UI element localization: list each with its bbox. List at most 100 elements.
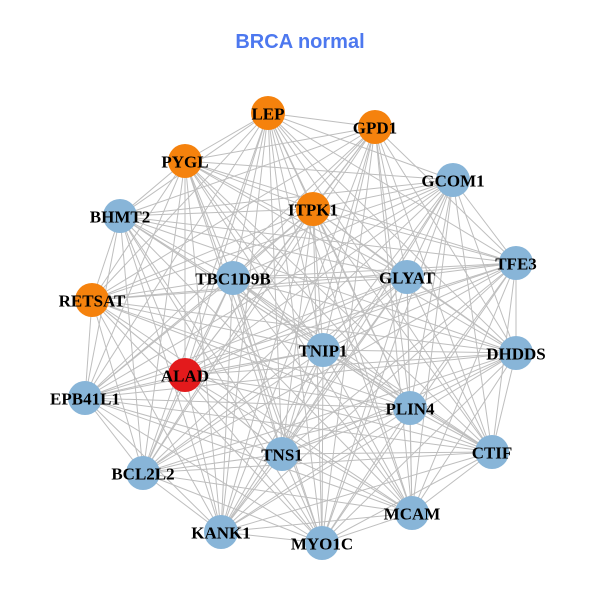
edge-DHDDS-RETSAT xyxy=(91,299,517,354)
edge-TBC1D9B-TNS1 xyxy=(232,277,283,455)
edge-ALAD-TNS1 xyxy=(184,374,283,455)
node-label-GLYAT: GLYAT xyxy=(379,269,436,288)
node-label-GCOM1: GCOM1 xyxy=(421,172,484,191)
edge-GPD1-GLYAT xyxy=(374,126,408,278)
edge-GLYAT-ALAD xyxy=(184,276,408,376)
node-LEP xyxy=(251,96,285,130)
edge-ITPK1-TBC1D9B xyxy=(232,208,314,279)
node-KANK1 xyxy=(204,515,238,549)
node-BCL2L2 xyxy=(126,456,160,490)
node-TBC1D9B xyxy=(216,261,250,295)
edge-GLYAT-PLIN4 xyxy=(406,276,411,409)
node-label-BHMT2: BHMT2 xyxy=(90,208,150,227)
node-TNS1 xyxy=(265,437,299,471)
node-label-PYGL: PYGL xyxy=(161,153,208,172)
edge-BHMT2-TBC1D9B xyxy=(119,215,234,279)
edge-EPB41L1-TNIP1 xyxy=(84,349,324,399)
edge-GCOM1-GLYAT xyxy=(406,179,454,278)
edge-GPD1-TNS1 xyxy=(281,126,376,455)
node-label-ALAD: ALAD xyxy=(161,367,209,386)
node-CTIF xyxy=(475,435,509,469)
edge-RETSAT-ITPK1 xyxy=(91,208,314,301)
edge-TBC1D9B-TNIP1 xyxy=(232,277,324,351)
edge-BCL2L2-BHMT2 xyxy=(119,215,144,474)
edge-DHDDS-KANK1 xyxy=(220,352,517,533)
edge-TFE3-TNS1 xyxy=(281,262,517,455)
edge-GPD1-BHMT2 xyxy=(119,126,376,217)
node-RETSAT xyxy=(75,283,109,317)
node-label-EPB41L1: EPB41L1 xyxy=(50,390,120,409)
edge-GLYAT-TNIP1 xyxy=(322,276,408,351)
edge-MYO1C-GLYAT xyxy=(321,276,408,544)
edge-KANK1-ITPK1 xyxy=(220,208,314,533)
edge-GCOM1-DHDDS xyxy=(452,179,517,354)
edge-GCOM1-EPB41L1 xyxy=(84,179,454,399)
edge-GCOM1-TNIP1 xyxy=(322,179,454,351)
node-label-RETSAT: RETSAT xyxy=(59,292,126,311)
node-label-GPD1: GPD1 xyxy=(353,119,397,138)
edge-RETSAT-GLYAT xyxy=(91,276,408,301)
edge-EPB41L1-GLYAT xyxy=(84,276,408,399)
node-label-CTIF: CTIF xyxy=(472,444,513,463)
edge-DHDDS-EPB41L1 xyxy=(84,352,517,399)
edge-MCAM-RETSAT xyxy=(91,299,413,514)
edge-GPD1-PLIN4 xyxy=(374,126,411,409)
edge-BHMT2-TNS1 xyxy=(119,215,283,455)
edge-CTIF-ITPK1 xyxy=(312,208,493,453)
edge-TFE3-PLIN4 xyxy=(409,262,517,409)
edge-GCOM1-TNS1 xyxy=(281,179,454,455)
edge-MYO1C-PLIN4 xyxy=(321,407,411,544)
node-MYO1C xyxy=(305,526,339,560)
edge-LEP-GPD1 xyxy=(267,112,376,128)
node-label-BCL2L2: BCL2L2 xyxy=(111,465,174,484)
node-ITPK1 xyxy=(296,192,330,226)
edge-GPD1-PYGL xyxy=(184,126,376,162)
edge-ITPK1-PLIN4 xyxy=(312,208,411,409)
edge-MCAM-TNIP1 xyxy=(322,349,413,514)
edge-TFE3-PYGL xyxy=(184,160,517,264)
edge-BCL2L2-ALAD xyxy=(142,374,186,474)
edge-MYO1C-TBC1D9B xyxy=(232,277,323,544)
edge-LEP-EPB41L1 xyxy=(84,112,269,399)
edge-DHDDS-GLYAT xyxy=(406,276,517,354)
edge-KANK1-TBC1D9B xyxy=(220,277,234,533)
edge-RETSAT-TBC1D9B xyxy=(91,277,234,301)
edge-TFE3-TNIP1 xyxy=(322,262,517,351)
node-layer xyxy=(68,96,533,560)
edge-BCL2L2-ITPK1 xyxy=(142,208,314,474)
edge-LEP-DHDDS xyxy=(267,112,517,354)
edge-DHDDS-PLIN4 xyxy=(409,352,517,409)
edge-EPB41L1-TNS1 xyxy=(84,397,283,455)
edge-DHDDS-MYO1C xyxy=(321,352,517,544)
edge-PLIN4-TNS1 xyxy=(281,407,411,455)
edge-EPB41L1-TBC1D9B xyxy=(84,277,234,399)
edge-GPD1-BCL2L2 xyxy=(142,126,376,474)
node-label-TFE3: TFE3 xyxy=(495,255,537,274)
edge-GLYAT-TNS1 xyxy=(281,276,408,455)
edge-BHMT2-ALAD xyxy=(119,215,186,376)
edge-LEP-TFE3 xyxy=(267,112,517,264)
node-PLIN4 xyxy=(393,391,427,425)
edge-layer xyxy=(84,112,517,544)
edge-MYO1C-EPB41L1 xyxy=(84,397,323,544)
node-label-KANK1: KANK1 xyxy=(191,524,251,543)
node-label-MYO1C: MYO1C xyxy=(291,535,353,554)
edge-ITPK1-ALAD xyxy=(184,208,314,376)
edge-MYO1C-RETSAT xyxy=(91,299,323,544)
edge-MCAM-ALAD xyxy=(184,374,413,514)
edge-GPD1-CTIF xyxy=(374,126,493,453)
edge-MCAM-BCL2L2 xyxy=(142,472,413,514)
edge-CTIF-KANK1 xyxy=(220,451,493,533)
edge-MCAM-BHMT2 xyxy=(119,215,413,514)
node-label-TBC1D9B: TBC1D9B xyxy=(195,270,271,289)
edge-GCOM1-MCAM xyxy=(411,179,454,514)
node-GPD1 xyxy=(358,110,392,144)
edge-GCOM1-CTIF xyxy=(452,179,493,453)
edge-MCAM-PLIN4 xyxy=(409,407,413,514)
edge-TNIP1-PLIN4 xyxy=(322,349,411,409)
edge-GCOM1-TFE3 xyxy=(452,179,517,264)
edge-LEP-MCAM xyxy=(267,112,413,514)
edge-ITPK1-TNIP1 xyxy=(312,208,324,351)
edge-PYGL-TNIP1 xyxy=(184,160,324,351)
node-PYGL xyxy=(168,144,202,178)
